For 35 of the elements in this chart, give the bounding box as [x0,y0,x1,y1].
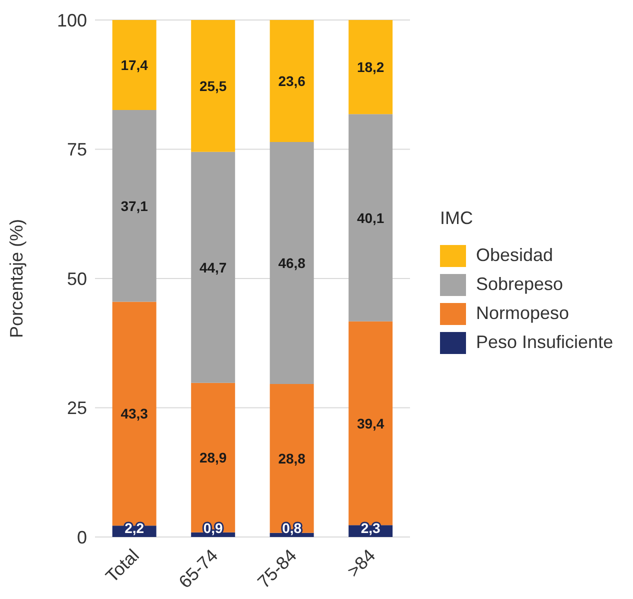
data-label: 17,4 [120,56,148,73]
bar [191,20,236,152]
data-label: 43,3 [120,406,148,422]
bar [348,20,393,114]
bar [191,152,236,383]
y-axis-title: Porcentaje (%) [6,218,26,338]
y-tick-label: 50 [66,268,87,289]
legend-label: Normopeso [476,303,570,324]
legend-label: Obesidad [476,245,554,266]
data-label: 28,8 [278,450,306,466]
data-label: 28,9 [199,450,227,466]
y-tick-label: 0 [76,527,87,548]
y-tick-label: 25 [66,398,87,418]
y-tick-label: 100 [56,10,87,30]
bar [112,20,156,110]
data-label: 0,9 [203,520,224,536]
data-label: 23,6 [278,73,306,90]
bar [348,114,393,322]
data-label: 2,3 [360,520,381,536]
data-label: 18,2 [356,59,384,76]
x-tick-label: >84 [343,545,380,582]
data-label: 40,1 [356,210,384,226]
bar [270,142,314,384]
data-label: 44,7 [199,259,227,276]
data-label: 25,5 [199,78,227,94]
bar [112,110,156,302]
data-label: 46,8 [278,254,306,271]
legend-label: Peso Insuficiente [476,332,614,353]
data-label: 39,4 [356,415,384,432]
data-label: 0,8 [282,520,302,536]
bar [270,20,314,142]
legend-title: IMC [440,208,474,229]
legend-label: Sobrepeso [476,274,564,295]
data-label: 37,1 [120,198,148,214]
y-tick-label: 75 [66,140,87,160]
